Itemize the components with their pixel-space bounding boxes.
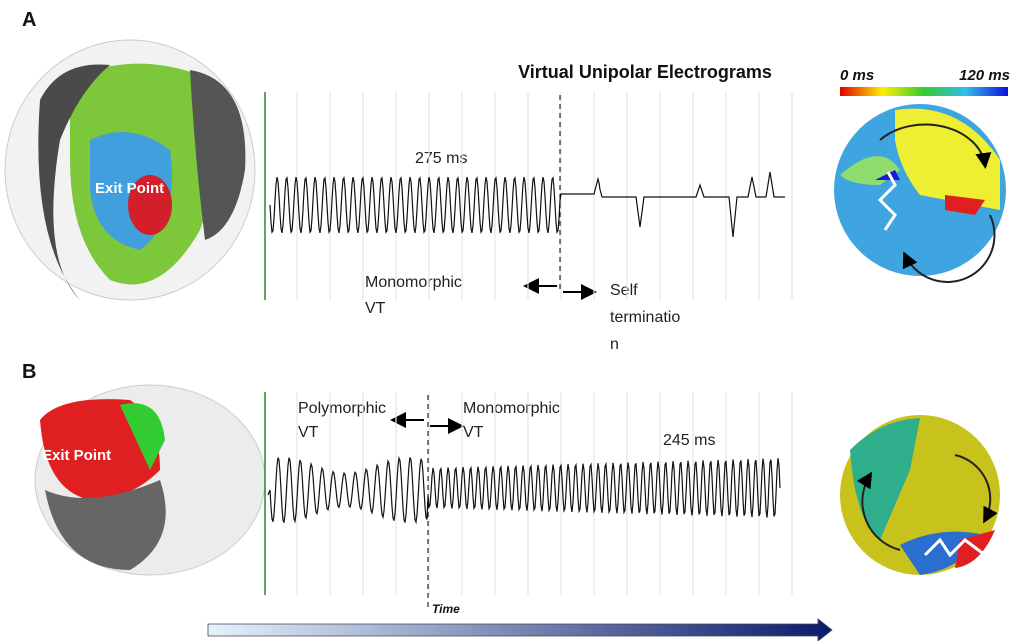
disk-a bbox=[834, 104, 1006, 283]
disk-b bbox=[840, 415, 1000, 575]
colorbar-min: 0 ms bbox=[840, 67, 874, 84]
time-label: Time bbox=[432, 602, 460, 616]
annotation: Self bbox=[610, 282, 638, 299]
heart-label: Exit Point bbox=[42, 447, 111, 464]
heart-b bbox=[34, 384, 266, 576]
annotation: VT bbox=[298, 424, 319, 441]
time-arrow bbox=[207, 618, 833, 641]
panel-label: B bbox=[22, 361, 36, 383]
electrogram bbox=[269, 171, 785, 238]
annotation: Monomorphic bbox=[365, 274, 462, 291]
annotation: terminatio bbox=[610, 309, 680, 326]
colorbar bbox=[840, 87, 1008, 96]
heart-a bbox=[4, 39, 256, 301]
cycle-label: 245 ms bbox=[663, 432, 715, 449]
colorbar-max: 120 ms bbox=[959, 67, 1010, 84]
annotation: Monomorphic bbox=[463, 400, 560, 417]
annotation: n bbox=[610, 336, 619, 353]
annotation: Polymorphic bbox=[298, 400, 386, 417]
annotation: VT bbox=[365, 300, 386, 317]
electrogram bbox=[267, 455, 781, 525]
title: Virtual Unipolar Electrograms bbox=[518, 62, 772, 82]
cycle-label: 275 ms bbox=[415, 150, 467, 167]
annotation: VT bbox=[463, 424, 484, 441]
heart-label: Exit Point bbox=[95, 180, 164, 197]
traces bbox=[264, 92, 793, 608]
panel-label: A bbox=[22, 9, 36, 31]
